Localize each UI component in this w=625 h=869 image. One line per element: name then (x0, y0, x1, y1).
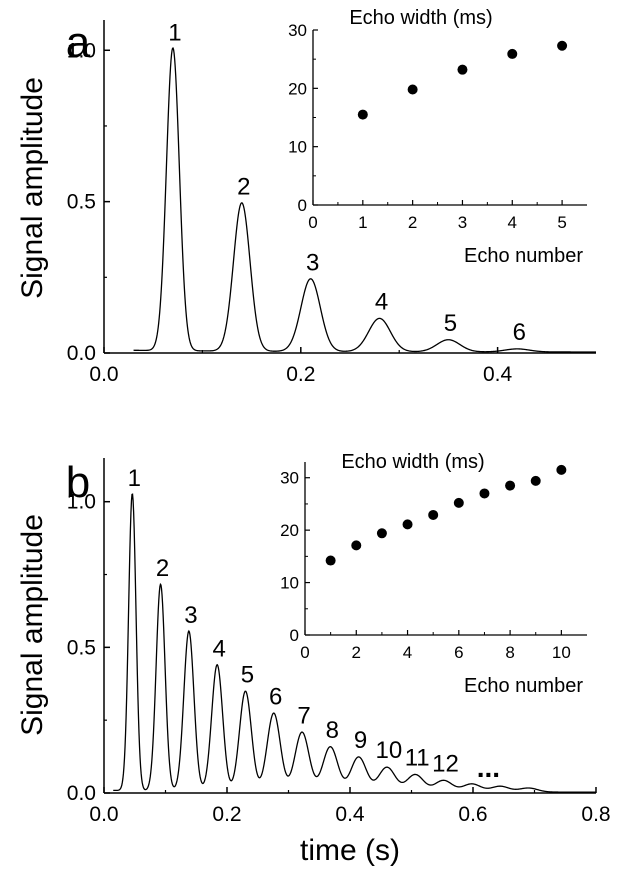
inset-x-tick-label: 0 (308, 213, 317, 232)
x-axis-label: time (s) (300, 834, 400, 867)
echo-label: 3 (306, 249, 319, 276)
y-axis-label: Signal amplitude (16, 77, 49, 299)
inset-y-tick-label: 10 (288, 138, 307, 157)
inset-title: Echo width (ms) (349, 7, 492, 29)
echo-label: 7 (297, 702, 310, 729)
y-tick-label: 0.0 (67, 342, 96, 365)
y-tick-label: 0.5 (67, 191, 96, 214)
inset-x-tick-label: 8 (505, 643, 514, 662)
echo-label: 4 (212, 635, 225, 662)
inset-data-point (402, 519, 413, 530)
inset-x-tick-label: 4 (508, 213, 517, 232)
inset-data-point (428, 509, 439, 520)
inset-y-tick-label: 30 (288, 21, 307, 40)
echo-label: 9 (354, 727, 367, 754)
inset-y-tick-label: 30 (280, 469, 299, 488)
echo-label: 5 (444, 310, 457, 337)
inset-data-point (556, 464, 567, 475)
inset-x-tick-label: 3 (458, 213, 467, 232)
echo-label: 11 (405, 745, 430, 772)
x-tick-label: 0.2 (212, 803, 241, 826)
inset-data-point (357, 109, 368, 120)
y-tick-label: 0.0 (67, 782, 96, 805)
inset-y-tick-label: 0 (290, 626, 299, 645)
echo-label: 1 (168, 19, 181, 46)
signal-line (133, 47, 596, 353)
echo-label: 6 (269, 683, 282, 710)
inset-title: Echo width (ms) (341, 451, 484, 473)
inset-data-point (453, 497, 464, 508)
echo-label: 2 (237, 174, 250, 201)
inset-x-tick-label: 10 (552, 643, 571, 662)
inset-x-tick-label: 1 (358, 213, 367, 232)
inset-x-tick-label: 2 (408, 213, 417, 232)
x-tick-label: 0.4 (335, 803, 365, 826)
panel-a: 0.0 0.2 0.4 0.0 0.5 1.0 Signal amplitude a 1 2 3 4 5… (16, 7, 596, 386)
x-tick-label: 0.6 (458, 803, 487, 826)
echo-label: 2 (156, 555, 169, 582)
echo-label: 6 (513, 319, 526, 346)
inset-y-tick-label: 0 (298, 196, 307, 215)
inset-x-tick-label: 5 (557, 213, 566, 232)
echo-label: 10 (376, 737, 403, 764)
x-tick-label: 0.8 (581, 803, 610, 826)
inset-data-point (557, 40, 568, 51)
y-tick-label: 1.0 (67, 491, 96, 514)
inset-x-axis-label: Echo number (464, 245, 583, 267)
inset-data-point (530, 475, 541, 486)
y-tick-label: 0.5 (67, 636, 96, 659)
inset-data-point (325, 555, 336, 566)
inset-x-tick-label: 4 (403, 643, 412, 662)
x-tick-label: 0.2 (286, 363, 315, 386)
x-tick-label: 0.0 (89, 803, 118, 826)
signal-line (113, 493, 596, 793)
x-tick-label: 0.4 (483, 363, 513, 386)
x-tick-label: 0.0 (89, 363, 118, 386)
inset-data-point (479, 488, 490, 499)
inset-b: 0 2 4 6 8 10 0 10 20 30 Echo width (ms) Echo number (280, 451, 587, 697)
echo-label: 8 (326, 717, 339, 744)
y-axis-label: Signal amplitude (16, 514, 49, 736)
panel-b: 0.0 0.2 0.4 0.6 0.8 0.0 0.5 1.0 Signal amplitude… (16, 451, 611, 867)
inset-x-tick-label: 0 (300, 643, 309, 662)
inset-data-point (376, 528, 387, 539)
echo-label: 1 (128, 465, 141, 492)
inset-x-tick-label: 6 (454, 643, 463, 662)
inset-data-point (505, 480, 516, 491)
echo-label: 12 (432, 750, 459, 777)
inset-x-tick-label: 2 (352, 643, 361, 662)
inset-data-point (407, 84, 418, 95)
y-tick-label: 1.0 (67, 39, 96, 62)
echo-label: 3 (184, 602, 197, 629)
inset-y-tick-label: 20 (280, 521, 299, 540)
echo-label: 5 (241, 662, 254, 689)
panel-label: a (66, 18, 91, 67)
inset-x-axis-label: Echo number (464, 675, 583, 697)
inset-a: 0 1 2 3 4 5 0 10 20 30 Echo width (ms) Echo number (288, 7, 587, 267)
panel-label: b (66, 458, 90, 507)
inset-data-point (457, 64, 468, 75)
inset-data-point (507, 48, 518, 59)
ellipsis-label: ... (477, 752, 500, 783)
inset-y-tick-label: 10 (280, 574, 299, 593)
inset-data-point (351, 540, 362, 551)
inset-y-tick-label: 20 (288, 79, 307, 98)
echo-label: 4 (375, 289, 388, 316)
